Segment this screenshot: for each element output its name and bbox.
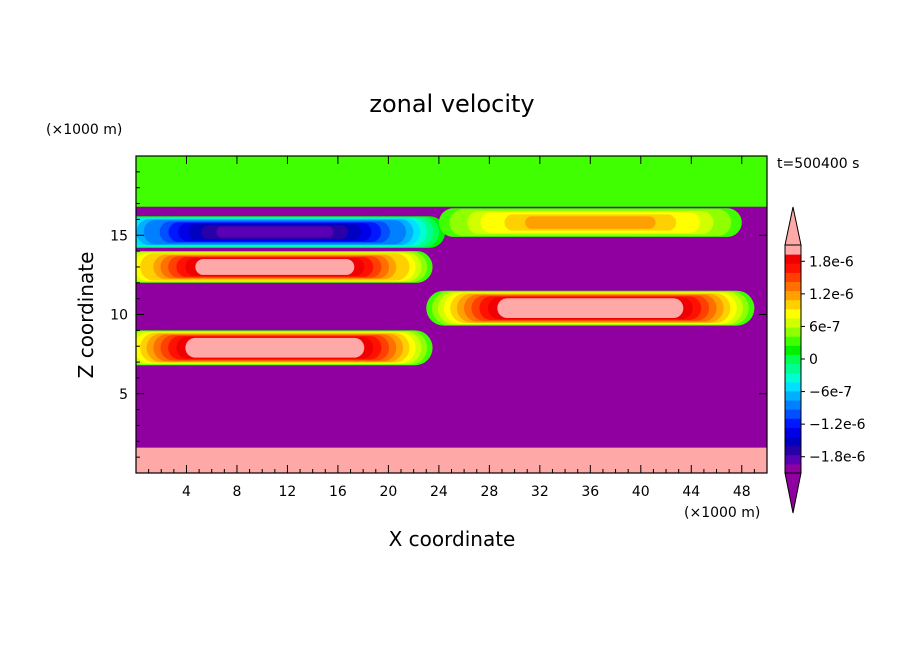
colorbar-over-arrow: [784, 206, 802, 246]
x-tick-label: 8: [232, 484, 241, 500]
x-tick-label: 24: [430, 484, 448, 500]
contour-jet: [136, 330, 433, 366]
x-tick-label: 20: [379, 484, 397, 500]
y-axis: 5 10 15: [110, 171, 767, 458]
colorbar-swatch: [785, 463, 801, 474]
y-tick-label: 15: [110, 228, 128, 244]
colorbar-swatch: [785, 317, 801, 328]
time-label: t=500400 s: [777, 156, 859, 172]
contour-band: [533, 302, 647, 315]
colorbar-swatch: [785, 299, 801, 310]
chart-title: zonal velocity: [369, 90, 534, 118]
colorbar-swatch: [785, 400, 801, 410]
x-tick-label: 16: [329, 484, 347, 500]
colorbar-swatch: [785, 354, 801, 365]
colorbar-label: −6e-7: [809, 385, 852, 401]
colorbar-swatch: [785, 445, 801, 456]
colorbar-label: −1.8e-6: [809, 450, 866, 466]
colorbar-swatch: [785, 245, 801, 255]
x-unit-label: (×1000 m): [684, 505, 760, 521]
x-tick-label: 48: [733, 484, 751, 500]
colorbar-swatch: [785, 308, 801, 319]
x-tick-label: 32: [531, 484, 549, 500]
contour-jet: [136, 251, 433, 283]
contour-plot-area: [135, 155, 768, 474]
x-tick-label: 28: [480, 484, 498, 500]
contour-band: [538, 217, 643, 228]
colorbar-swatch: [785, 418, 801, 428]
colorbar-swatch: [785, 381, 801, 392]
y-unit-label: (×1000 m): [46, 122, 122, 138]
colorbar-swatch: [785, 290, 801, 301]
colorbar-swatch: [785, 281, 801, 292]
x-tick-label: 36: [581, 484, 599, 500]
colorbar-swatch: [785, 436, 801, 447]
colorbar-swatch: [785, 409, 801, 419]
contour-band: [220, 261, 329, 273]
contour-layer: [136, 156, 767, 207]
contour-band: [216, 226, 334, 238]
contour-jet: [426, 290, 755, 326]
colorbar-swatch: [785, 254, 801, 264]
colorbar-label: 0: [809, 352, 818, 368]
colorbar-swatch: [785, 345, 801, 355]
y-tick-label: 5: [119, 387, 128, 403]
x-axis: 4 8 12 16 20 24 28 32 36 40 44 48: [148, 156, 755, 500]
contour-layer: [136, 447, 767, 473]
x-tick-label: 40: [632, 484, 650, 500]
contour-jet: [438, 208, 742, 237]
y-tick-label: 10: [110, 308, 128, 324]
colorbar-swatch: [785, 363, 801, 374]
x-tick-label: 4: [182, 484, 191, 500]
x-tick-label: 44: [682, 484, 700, 500]
contour-band: [220, 341, 329, 354]
colorbar-swatch: [785, 427, 801, 438]
colorbar-swatch: [785, 390, 801, 401]
colorbar-swatch: [785, 454, 801, 465]
colorbar-swatch: [785, 372, 801, 383]
colorbar-under-arrow: [784, 472, 802, 514]
colorbar-label: 6e-7: [809, 319, 840, 335]
colorbar-swatch: [785, 263, 801, 273]
colorbar-label: 1.8e-6: [809, 254, 854, 270]
colorbar-label: 1.2e-6: [809, 287, 854, 303]
colorbar-swatch: [785, 327, 801, 337]
colorbar: 1.8e-6 1.2e-6 6e-7 0 −6e-7 −1.2e-6 −1.8e-6: [784, 206, 866, 514]
colorbar-label: −1.2e-6: [809, 417, 866, 433]
x-axis-label: X coordinate: [389, 527, 516, 551]
y-axis-label: Z coordinate: [74, 252, 98, 379]
contour-jet: [136, 216, 446, 248]
colorbar-swatch: [785, 272, 801, 282]
x-tick-label: 12: [279, 484, 297, 500]
colorbar-swatch: [785, 336, 801, 346]
